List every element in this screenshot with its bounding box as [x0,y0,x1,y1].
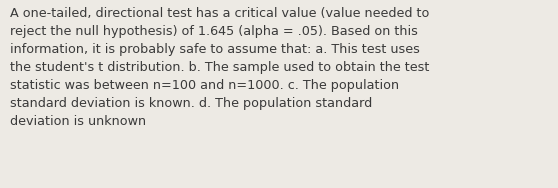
Text: A one-tailed, directional test has a critical value (value needed to
reject the : A one-tailed, directional test has a cri… [10,7,430,128]
